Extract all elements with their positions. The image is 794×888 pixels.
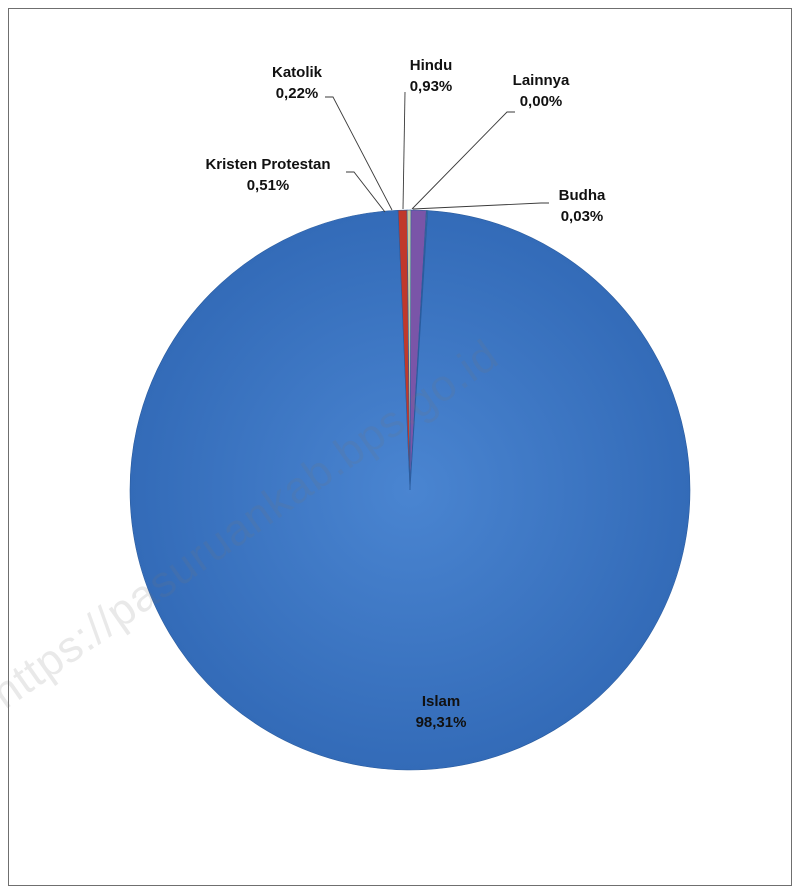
leader-line-budha — [412, 202, 549, 210]
value-label: 0,93% — [410, 78, 453, 95]
leader-line-kristen-protestan — [346, 171, 386, 213]
slice-label-lainnya: Lainnya 0,00% — [513, 72, 570, 110]
pie-slice-katolik — [406, 209, 412, 491]
value-label: 98,31% — [416, 714, 467, 731]
leader-line-hindu — [402, 91, 406, 210]
leader-lines — [325, 91, 549, 213]
pie-slice-islam — [129, 209, 691, 771]
category-label: Katolik — [272, 64, 323, 81]
slice-label-hindu: Hindu 0,93% — [410, 57, 453, 95]
value-label: 0,03% — [561, 208, 604, 225]
category-label: Kristen Protestan — [205, 156, 330, 173]
slice-labels: Islam 98,31% Kristen Protestan 0,51% Katolik… — [205, 57, 606, 731]
leader-line-lainnya — [411, 111, 515, 210]
pie-slices — [129, 209, 691, 771]
category-label: Islam — [422, 693, 460, 710]
slice-label-islam: Islam 98,31% — [416, 693, 467, 731]
leader-line-katolik — [325, 96, 393, 211]
category-label: Hindu — [410, 57, 453, 74]
slice-label-kristen-protestan: Kristen Protestan 0,51% — [205, 156, 330, 194]
slice-label-katolik: Katolik 0,22% — [272, 64, 323, 102]
slice-label-budha: Budha 0,03% — [559, 187, 606, 225]
category-label: Budha — [559, 187, 606, 204]
value-label: 0,22% — [276, 85, 319, 102]
category-label: Lainnya — [513, 72, 570, 89]
value-label: 0,00% — [520, 93, 563, 110]
value-label: 0,51% — [247, 177, 290, 194]
